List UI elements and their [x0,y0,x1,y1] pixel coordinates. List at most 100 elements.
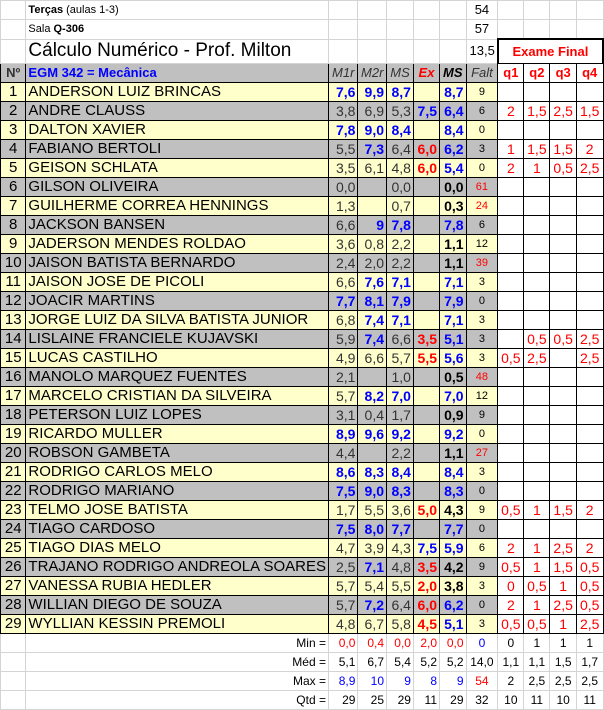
q3-cell[interactable]: 2,5 [549,101,577,121]
falt-cell[interactable]: 0 [465,595,499,615]
m1r-cell[interactable]: 0,0 [327,177,359,197]
q3-cell[interactable] [549,405,577,425]
q4-cell[interactable] [575,443,604,463]
m1r-cell[interactable]: 3,8 [327,101,359,121]
q4-cell[interactable] [575,196,604,216]
summary-value[interactable]: 6,7 [357,652,387,672]
ex-cell[interactable] [412,443,441,463]
falt-cell[interactable]: 3 [465,272,499,292]
ms-cell[interactable]: 4,8 [386,158,414,178]
q3-cell[interactable] [549,196,577,216]
m2r-cell[interactable]: 9,9 [357,82,387,102]
row-number[interactable]: 11 [0,272,27,292]
student-name[interactable]: JAISON BATISTA BERNARDO [25,253,329,273]
room-label[interactable]: Sala Q-306 [25,19,329,40]
m2r-cell[interactable]: 3,9 [357,538,387,558]
q2-cell[interactable]: 1 [523,538,551,558]
q4-cell[interactable]: 0,5 [575,557,604,577]
q3-cell[interactable] [549,82,577,102]
ex-cell[interactable] [412,291,441,311]
q1-cell[interactable]: 2 [497,538,525,558]
student-name[interactable]: TRAJANO RODRIGO ANDREOLA SOARES [25,557,329,577]
ms-cell[interactable]: 8,3 [386,481,414,501]
q4-cell[interactable] [575,177,604,197]
m2r-cell[interactable]: 9,0 [357,481,387,501]
student-name[interactable]: GILSON OLIVEIRA [25,177,329,197]
ms-final-cell[interactable]: 7,1 [439,310,467,330]
falt-cell[interactable]: 3 [465,348,499,368]
student-name[interactable]: TIAGO DIAS MELO [25,538,329,558]
falt-cell[interactable]: 3 [465,614,499,634]
ms-final-cell[interactable]: 6,2 [439,595,467,615]
q2-cell[interactable] [523,272,551,292]
m1r-cell[interactable]: 5,7 [327,595,359,615]
ex-cell[interactable] [412,462,441,482]
q3-cell[interactable]: 0,5 [549,329,577,349]
q4-cell[interactable] [575,481,604,501]
q1-cell[interactable] [497,424,525,444]
summary-value[interactable]: 0,0 [327,633,359,653]
summary-value[interactable]: 0,0 [386,633,414,653]
ex-cell[interactable] [412,177,441,197]
row-number[interactable]: 15 [0,348,27,368]
q3-cell[interactable]: 1,5 [549,500,577,520]
m1r-cell[interactable]: 7,5 [327,481,359,501]
ms-cell[interactable]: 2,2 [386,443,414,463]
m2r-cell[interactable]: 6,7 [357,614,387,634]
summary-value[interactable]: 54 [465,671,499,691]
ms-cell[interactable]: 5,5 [386,576,414,596]
m1r-cell[interactable]: 1,7 [327,500,359,520]
col-num[interactable]: Nº [0,63,27,83]
student-name[interactable]: RODRIGO MARIANO [25,481,329,501]
q3-cell[interactable] [549,177,577,197]
summary-value[interactable]: 11 [523,690,551,710]
ex-cell[interactable] [412,82,441,102]
ex-cell[interactable] [412,120,441,140]
summary-value[interactable]: 1,1 [497,652,525,672]
q4-cell[interactable] [575,215,604,235]
student-name[interactable]: MANOLO MARQUEZ FUENTES [25,367,329,387]
ms-final-cell[interactable]: 8,7 [439,82,467,102]
m1r-cell[interactable]: 7,8 [327,120,359,140]
exam-final-label[interactable]: Exame Final [496,38,604,64]
m2r-cell[interactable]: 2,0 [357,253,387,273]
student-name[interactable]: LUCAS CASTILHO [25,348,329,368]
q3-cell[interactable]: 2,5 [549,595,577,615]
q2-cell[interactable] [523,234,551,254]
q3-cell[interactable]: 1 [549,614,577,634]
falt-cell[interactable]: 3 [465,576,499,596]
q4-cell[interactable]: 2 [575,139,604,159]
m2r-cell[interactable] [357,367,387,387]
q4-cell[interactable] [575,462,604,482]
q3-cell[interactable] [549,462,577,482]
row-number[interactable]: 7 [0,196,27,216]
summary-value[interactable]: 5,4 [386,652,414,672]
q1-cell[interactable] [497,82,525,102]
ms-cell[interactable]: 8,4 [386,462,414,482]
q3-cell[interactable] [549,310,577,330]
row-number[interactable]: 1 [0,82,27,102]
q1-cell[interactable]: 1 [497,139,525,159]
q2-cell[interactable]: 1 [523,595,551,615]
q3-cell[interactable]: 1 [549,576,577,596]
ms-cell[interactable]: 7,7 [386,519,414,539]
row-number[interactable]: 24 [0,519,27,539]
student-name[interactable]: ROBSON GAMBETA [25,443,329,463]
student-name[interactable]: JOACIR MARTINS [25,291,329,311]
row-number[interactable]: 18 [0,405,27,425]
student-name[interactable]: VANESSA RUBIA HEDLER [25,576,329,596]
student-name[interactable]: DALTON XAVIER [25,120,329,140]
q4-cell[interactable] [575,234,604,254]
summary-value[interactable]: 1,7 [575,652,604,672]
q4-cell[interactable] [575,82,604,102]
q1-cell[interactable] [497,367,525,387]
row-number[interactable]: 14 [0,329,27,349]
falt-cell[interactable]: 27 [465,443,499,463]
m1r-cell[interactable]: 2,1 [327,367,359,387]
ms-final-cell[interactable]: 5,4 [439,158,467,178]
q2-cell[interactable]: 1 [523,500,551,520]
q3-cell[interactable] [549,234,577,254]
q1-cell[interactable]: 0,5 [497,614,525,634]
ms-cell[interactable]: 9,2 [386,424,414,444]
ms-cell[interactable]: 5,3 [386,101,414,121]
